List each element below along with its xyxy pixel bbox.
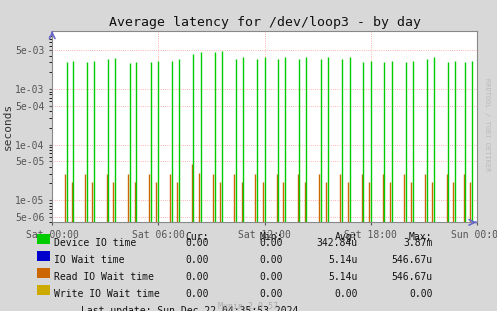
Text: 0.00: 0.00 [260,272,283,282]
Y-axis label: seconds: seconds [2,103,12,150]
Text: 0.00: 0.00 [260,289,283,299]
Title: Average latency for /dev/loop3 - by day: Average latency for /dev/loop3 - by day [109,16,420,29]
Text: Min:: Min: [260,232,283,242]
Text: Last update: Sun Dec 22 04:35:53 2024: Last update: Sun Dec 22 04:35:53 2024 [81,306,298,311]
Text: Avg:: Avg: [334,232,358,242]
Text: 342.84u: 342.84u [317,238,358,248]
Text: 0.00: 0.00 [260,238,283,248]
Text: IO Wait time: IO Wait time [54,255,124,265]
Text: Cur:: Cur: [185,232,209,242]
Text: 5.14u: 5.14u [329,272,358,282]
Text: RRDTOOL / TOBI OETIKER: RRDTOOL / TOBI OETIKER [484,78,490,171]
Text: 0.00: 0.00 [185,272,209,282]
Text: Device IO time: Device IO time [54,238,136,248]
Text: 0.00: 0.00 [334,289,358,299]
Text: 0.00: 0.00 [409,289,432,299]
Text: 0.00: 0.00 [185,238,209,248]
Text: 5.14u: 5.14u [329,255,358,265]
Text: Read IO Wait time: Read IO Wait time [54,272,154,282]
Text: 3.87m: 3.87m [403,238,432,248]
Text: Munin 2.0.57: Munin 2.0.57 [219,302,278,311]
Text: 546.67u: 546.67u [391,272,432,282]
Text: 0.00: 0.00 [185,289,209,299]
Text: 0.00: 0.00 [185,255,209,265]
Text: Max:: Max: [409,232,432,242]
Text: Write IO Wait time: Write IO Wait time [54,289,160,299]
Text: 546.67u: 546.67u [391,255,432,265]
Text: 0.00: 0.00 [260,255,283,265]
